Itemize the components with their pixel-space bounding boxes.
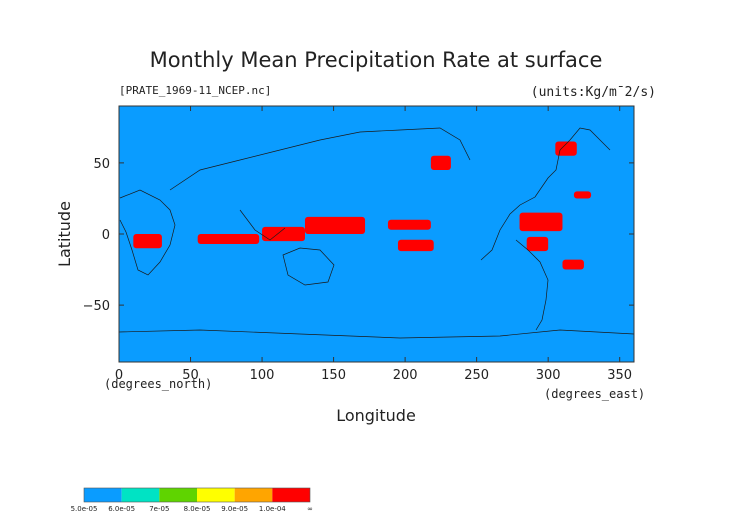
coastline-americas: [480, 127, 611, 331]
colorbar-tick-label: 5.0e-05: [71, 505, 98, 513]
colorbar-swatch: [84, 488, 122, 502]
precip-region: [387, 219, 431, 230]
colorbar-tick-label: 6.0e-05: [108, 505, 135, 513]
colorbar-swatch: [234, 488, 273, 502]
precip-region: [133, 234, 162, 249]
precip-region: [562, 259, 584, 270]
x-tick-label: 200: [393, 368, 418, 383]
precip-region: [430, 155, 451, 170]
colorbar-swatch: [159, 488, 197, 502]
x-tick-label: 250: [464, 368, 489, 383]
colorbar-swatch: [272, 488, 310, 502]
units-label: (units:Kg/m¯2/s): [531, 85, 656, 100]
precip-region: [304, 216, 366, 234]
colorbar-frame: [83, 487, 311, 503]
x-tick-label: 100: [250, 368, 275, 383]
chart-title: Monthly Mean Precipitation Rate at surfa…: [150, 48, 603, 72]
colorbar-tick-label: 1.0e-04: [259, 505, 286, 513]
precip-region: [397, 239, 434, 252]
precip-region: [555, 141, 577, 156]
precip-region: [197, 234, 260, 244]
colorbar: 5.0e-05 6.0e-05 7e-05 8.0e-05 9.0e-05 1.0e-04…: [71, 487, 313, 513]
y-axis: −50 0 50: [83, 157, 634, 314]
coastline-africa: [119, 189, 176, 276]
precip-region: [519, 212, 563, 232]
y-tick-label: −50: [83, 299, 110, 314]
precip-regions: [133, 141, 592, 270]
colorbar-tick-label: 9.0e-05: [221, 505, 248, 513]
x-tick-label: 150: [321, 368, 346, 383]
colorbar-tick-label: ∞: [307, 505, 313, 513]
colorbar-swatch: [197, 488, 235, 502]
chart-subtitle: [PRATE_1969-11_NCEP.nc]: [119, 84, 271, 97]
x-axis: 0 50 100 150 200 250 300 350: [115, 106, 632, 383]
colorbar-tick-label: 8.0e-05: [184, 505, 211, 513]
y-axis-label: Latitude: [55, 201, 74, 267]
coastline-antarctica: [118, 329, 635, 339]
y-tick-label: 50: [93, 157, 110, 172]
precip-region: [526, 236, 549, 252]
plot-area: [118, 105, 635, 363]
precip-region: [573, 191, 592, 199]
colorbar-tick-label: 7e-05: [149, 505, 169, 513]
y-unit-label: (degrees_north): [104, 377, 212, 391]
x-axis-label: Longitude: [336, 406, 416, 425]
colorbar-swatch: [121, 488, 160, 502]
x-unit-label: (degrees_east): [544, 387, 645, 401]
coastlines: [118, 127, 635, 339]
x-tick-label: 300: [536, 368, 561, 383]
x-tick-label: 350: [607, 368, 632, 383]
x-tick-label: 50: [182, 368, 199, 383]
y-tick-label: 0: [102, 228, 110, 243]
x-tick-label: 0: [115, 368, 123, 383]
coastline-eurasia: [169, 127, 471, 241]
coastline-australia: [282, 247, 335, 286]
